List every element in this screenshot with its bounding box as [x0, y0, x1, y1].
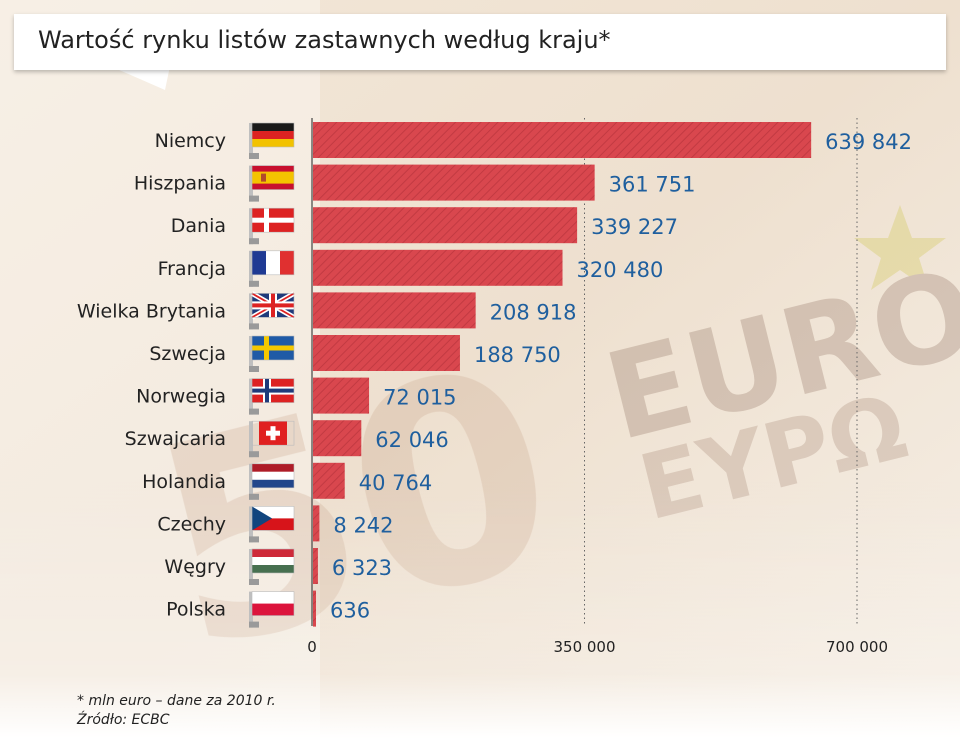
value-label: 208 918 [490, 300, 577, 324]
flag-spain-icon [249, 165, 295, 202]
footnote: * mln euro – dane za 2010 r. Źródło: ECB… [77, 692, 276, 730]
value-label: 40 764 [359, 471, 432, 495]
value-label: 8 242 [333, 513, 393, 537]
category-label: Francja [158, 258, 226, 280]
x-tick-label: 700 000 [826, 638, 888, 656]
value-label: 62 046 [375, 428, 448, 452]
value-label: 361 751 [609, 173, 696, 197]
value-label: 339 227 [591, 215, 678, 239]
flag-netherlands-icon [249, 463, 295, 500]
value-label: 188 750 [474, 343, 561, 367]
x-tick-label: 350 000 [553, 638, 615, 656]
flag-united-kingdom-icon [249, 291, 296, 330]
flag-norway-icon [249, 378, 295, 415]
category-label: Norwegia [136, 386, 226, 408]
bar [313, 505, 320, 542]
x-tick-label: 0 [307, 638, 317, 656]
bar [313, 462, 345, 499]
flag-hungary-icon [249, 548, 295, 585]
flag-switzerland-icon [249, 420, 295, 458]
source-note: Źródło: ECBC [77, 712, 170, 728]
bar [313, 548, 318, 584]
flag-germany-icon [249, 122, 295, 159]
value-label: 6 323 [332, 556, 392, 580]
category-label: Dania [171, 215, 226, 237]
category-label: Hiszpania [134, 173, 226, 195]
bar [313, 249, 563, 286]
bar [313, 207, 578, 244]
value-label: 320 480 [577, 258, 664, 282]
bar [313, 590, 316, 627]
category-label: Czechy [157, 513, 226, 535]
title-callout-pointer [110, 66, 170, 90]
unit-note: * mln euro – dane za 2010 r. [77, 693, 276, 709]
bar [313, 335, 460, 371]
flag-czechia-icon [249, 506, 295, 543]
value-label: 636 [330, 599, 370, 623]
category-label: Polska [166, 599, 226, 621]
flag-sweden-icon [249, 335, 295, 372]
category-label: Węgry [164, 556, 226, 578]
flag-poland-icon [249, 591, 295, 628]
category-label: Wielka Brytania [77, 300, 226, 322]
bar [313, 164, 595, 201]
bar [313, 377, 370, 414]
bar [313, 122, 812, 158]
category-label: Szwecja [149, 343, 226, 365]
value-label: 72 015 [383, 386, 456, 410]
flag-denmark-icon [249, 207, 295, 245]
value-label: 639 842 [825, 130, 912, 154]
category-label: Szwajcaria [125, 428, 226, 450]
chart-title: Wartość rynku listów zastawnych według k… [38, 26, 611, 54]
category-label: Holandia [142, 471, 226, 493]
bar [313, 292, 476, 329]
flag-france-icon [249, 250, 295, 287]
category-label: Niemcy [155, 130, 226, 152]
title-box: Wartość rynku listów zastawnych według k… [14, 14, 946, 70]
bar [313, 420, 362, 457]
